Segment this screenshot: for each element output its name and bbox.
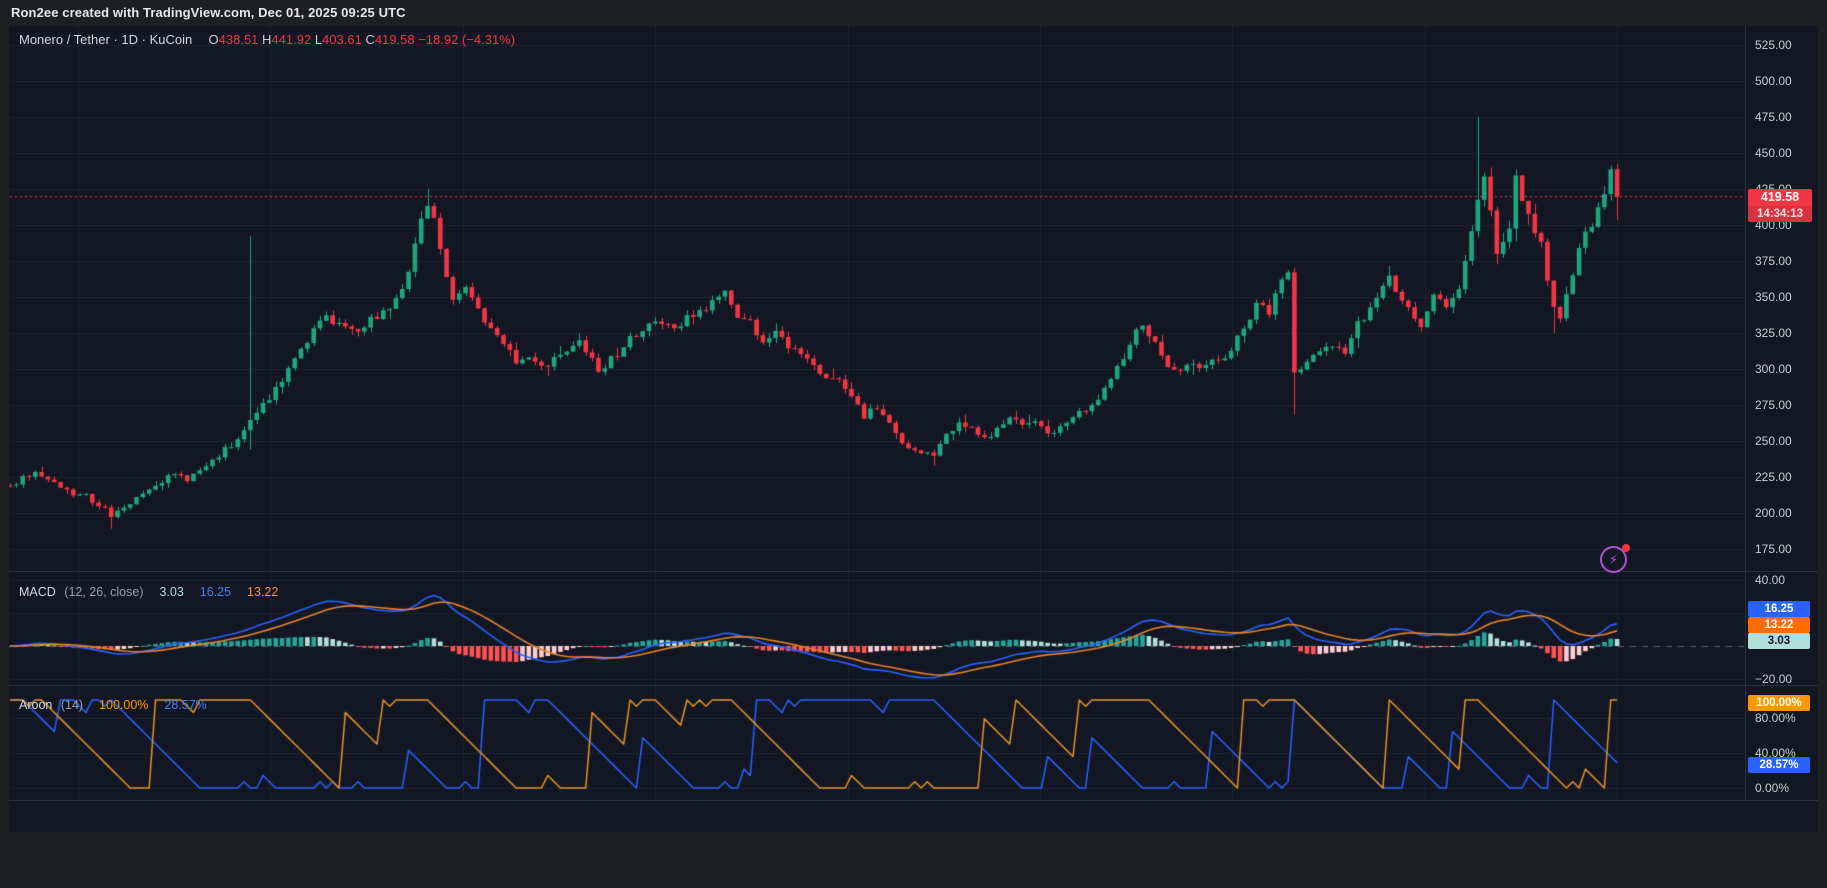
bar-countdown: 14:34:13 <box>1748 206 1812 222</box>
macd-title: MACD <box>19 585 56 599</box>
aroon-down-badge: 28.57% <box>1748 757 1810 773</box>
separator-dot: · <box>113 32 118 47</box>
hist-value-badge: 3.03 <box>1748 633 1810 649</box>
notification-dot <box>1622 544 1630 552</box>
current-price-value: 419.58 <box>1748 189 1812 206</box>
attribution-text: Ron2ee created with TradingView.com, Dec… <box>11 5 406 20</box>
aroon-up-badge: 100.00% <box>1748 695 1810 711</box>
open-value: 438.51 <box>218 32 259 47</box>
bottom-bar: TradingView <box>0 832 1827 888</box>
low-value: 403.61 <box>322 32 362 47</box>
macd-value-badge: 16.25 <box>1748 601 1810 617</box>
interval-label: 1D <box>121 32 139 47</box>
flash-action-button[interactable]: ⚡ <box>1600 544 1630 573</box>
price-axis-border <box>1745 26 1746 800</box>
close-label: C <box>365 32 375 47</box>
lightning-icon: ⚡ <box>1608 552 1619 567</box>
exchange-label: KuCoin <box>149 32 193 47</box>
aroon-params: (14) <box>60 698 84 712</box>
pane-separator-aroon[interactable] <box>9 685 1818 686</box>
macd-signal-value: 13.22 <box>247 585 279 599</box>
current-price-badge: 419.58 14:34:13 <box>1748 189 1812 222</box>
chart-surface[interactable] <box>9 26 1818 800</box>
aroon-title: Aroon <box>19 698 53 712</box>
symbol-name: Monero / Tether <box>19 32 110 47</box>
signal-value-badge: 13.22 <box>1748 617 1810 633</box>
change-value: −18.92 (−4.31%) <box>418 32 516 47</box>
aroon-down-value: 28.57% <box>164 698 207 712</box>
symbol-legend[interactable]: Monero / Tether · 1D · KuCoin O438.51 H4… <box>19 32 515 47</box>
macd-params: (12, 26, close) <box>64 585 144 599</box>
pane-separator-macd[interactable] <box>9 571 1818 572</box>
aroon-up-value: 100.00% <box>99 698 149 712</box>
separator-dot: · <box>141 32 146 47</box>
macd-legend[interactable]: MACD (12, 26, close) 3.03 16.25 13.22 <box>19 585 278 599</box>
low-label: L <box>314 32 323 47</box>
time-axis[interactable] <box>9 800 1818 832</box>
aroon-legend[interactable]: Aroon (14) 100.00% 28.57% <box>19 698 207 712</box>
high-value: 441.92 <box>271 32 312 47</box>
high-label: H <box>262 32 272 47</box>
close-value: 419.58 <box>374 32 415 47</box>
macd-hist-value: 3.03 <box>159 585 184 599</box>
macd-line-value: 16.25 <box>199 585 232 599</box>
open-label: O <box>208 32 219 47</box>
